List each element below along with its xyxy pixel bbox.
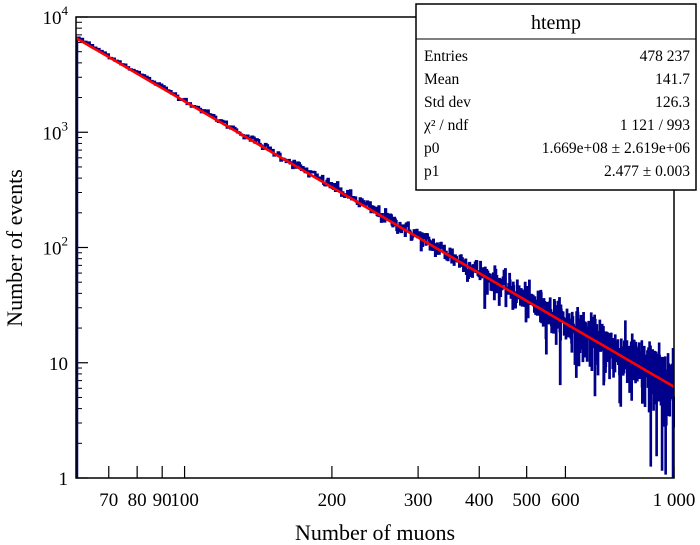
stats-box: htemp Entries 478 237 Mean 141.7 Std dev 126.…	[415, 3, 697, 191]
y-tick-label: 102	[43, 234, 69, 260]
x-tick-label: 200	[318, 490, 347, 511]
y-tick-label: 10	[49, 354, 68, 375]
stats-row-value: 1 121 / 993	[620, 117, 690, 134]
y-tick-label: 1	[59, 469, 69, 490]
x-tick-label: 400	[465, 490, 494, 511]
stats-row-label: Mean	[424, 71, 460, 88]
x-tick-label: 90	[153, 490, 172, 511]
stats-box-frame	[415, 3, 697, 191]
series-layer	[75, 36, 675, 478]
stats-row-label: Entries	[424, 48, 468, 65]
stats-row-label: Std dev	[424, 94, 471, 111]
stats-row-label: p0	[424, 140, 440, 157]
stats-row-value: 2.477 ± 0.003	[604, 163, 690, 180]
fit-line-series	[75, 36, 675, 388]
y-tick-label: 103	[43, 118, 69, 144]
plot-frame	[75, 16, 675, 479]
x-tick-label: 80	[128, 490, 147, 511]
stats-row-label: p1	[424, 163, 440, 180]
stats-row-value: 478 237	[640, 48, 691, 65]
y-axis-title: Number of events	[2, 169, 27, 327]
x-tick-label: 300	[404, 490, 433, 511]
stats-title: htemp	[531, 12, 581, 34]
stats-row-value: 141.7	[655, 71, 690, 88]
stats-row-value: 126.3	[655, 94, 690, 111]
x-tick-label: 100	[170, 490, 199, 511]
x-tick-label: 500	[512, 490, 541, 511]
x-tick-label: 70	[99, 490, 118, 511]
x-tick-label: 600	[551, 490, 580, 511]
stats-rows: Entries 478 237 Mean 141.7 Std dev 126.3 χ² / …	[423, 48, 690, 180]
x-tick-label: 1 000	[653, 490, 696, 511]
x-axis-title: Number of muons	[295, 520, 455, 545]
stats-row-label: χ² / ndf	[423, 117, 469, 134]
y-tick-label: 104	[43, 3, 69, 29]
stats-row-value: 1.669e+08 ± 2.619e+06	[542, 140, 690, 157]
